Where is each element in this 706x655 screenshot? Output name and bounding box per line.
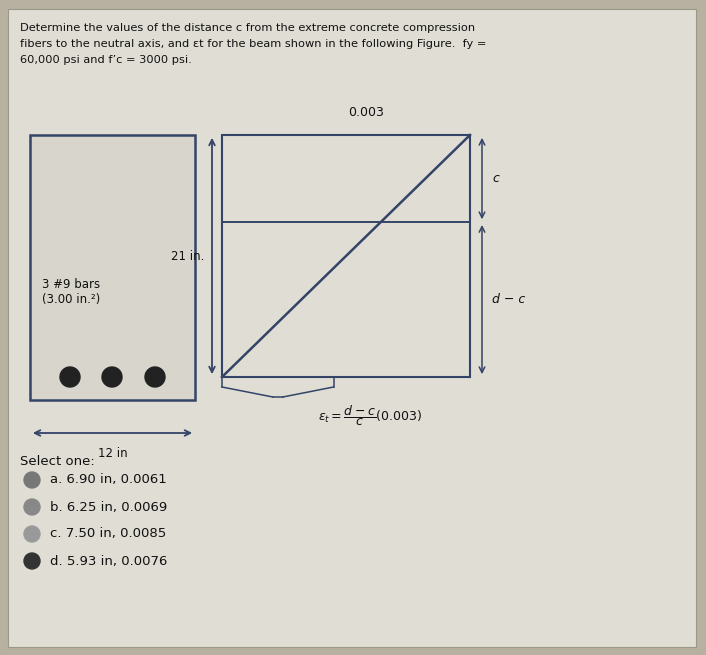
- Text: fibers to the neutral axis, and εt for the beam shown in the following Figure.  : fibers to the neutral axis, and εt for t…: [20, 39, 486, 49]
- Text: d. 5.93 in, 0.0076: d. 5.93 in, 0.0076: [50, 555, 167, 567]
- Text: 12 in: 12 in: [97, 447, 127, 460]
- Circle shape: [24, 553, 40, 569]
- Bar: [222, 135, 470, 377]
- Text: Select one:: Select one:: [20, 455, 95, 468]
- Circle shape: [24, 472, 40, 488]
- Circle shape: [145, 367, 165, 387]
- Text: Determine the values of the distance c from the extreme concrete compression: Determine the values of the distance c f…: [20, 23, 475, 33]
- Bar: [30, 135, 195, 400]
- Circle shape: [24, 526, 40, 542]
- Text: b. 6.25 in, 0.0069: b. 6.25 in, 0.0069: [50, 500, 167, 514]
- Circle shape: [24, 499, 40, 515]
- Text: c: c: [492, 172, 499, 185]
- Text: 0.003: 0.003: [348, 106, 384, 119]
- Text: a. 6.90 in, 0.0061: a. 6.90 in, 0.0061: [50, 474, 167, 487]
- Circle shape: [60, 367, 80, 387]
- Text: d − c: d − c: [492, 293, 525, 306]
- Text: c. 7.50 in, 0.0085: c. 7.50 in, 0.0085: [50, 527, 166, 540]
- Text: 60,000 psi and f’c = 3000 psi.: 60,000 psi and f’c = 3000 psi.: [20, 55, 192, 65]
- Text: 3 #9 bars: 3 #9 bars: [42, 278, 100, 291]
- Text: (3.00 in.²): (3.00 in.²): [42, 293, 100, 307]
- Text: $\varepsilon_t = \dfrac{d-c}{c}(0.003)$: $\varepsilon_t = \dfrac{d-c}{c}(0.003)$: [318, 403, 422, 428]
- Text: 21 in.: 21 in.: [171, 250, 204, 263]
- Circle shape: [102, 367, 122, 387]
